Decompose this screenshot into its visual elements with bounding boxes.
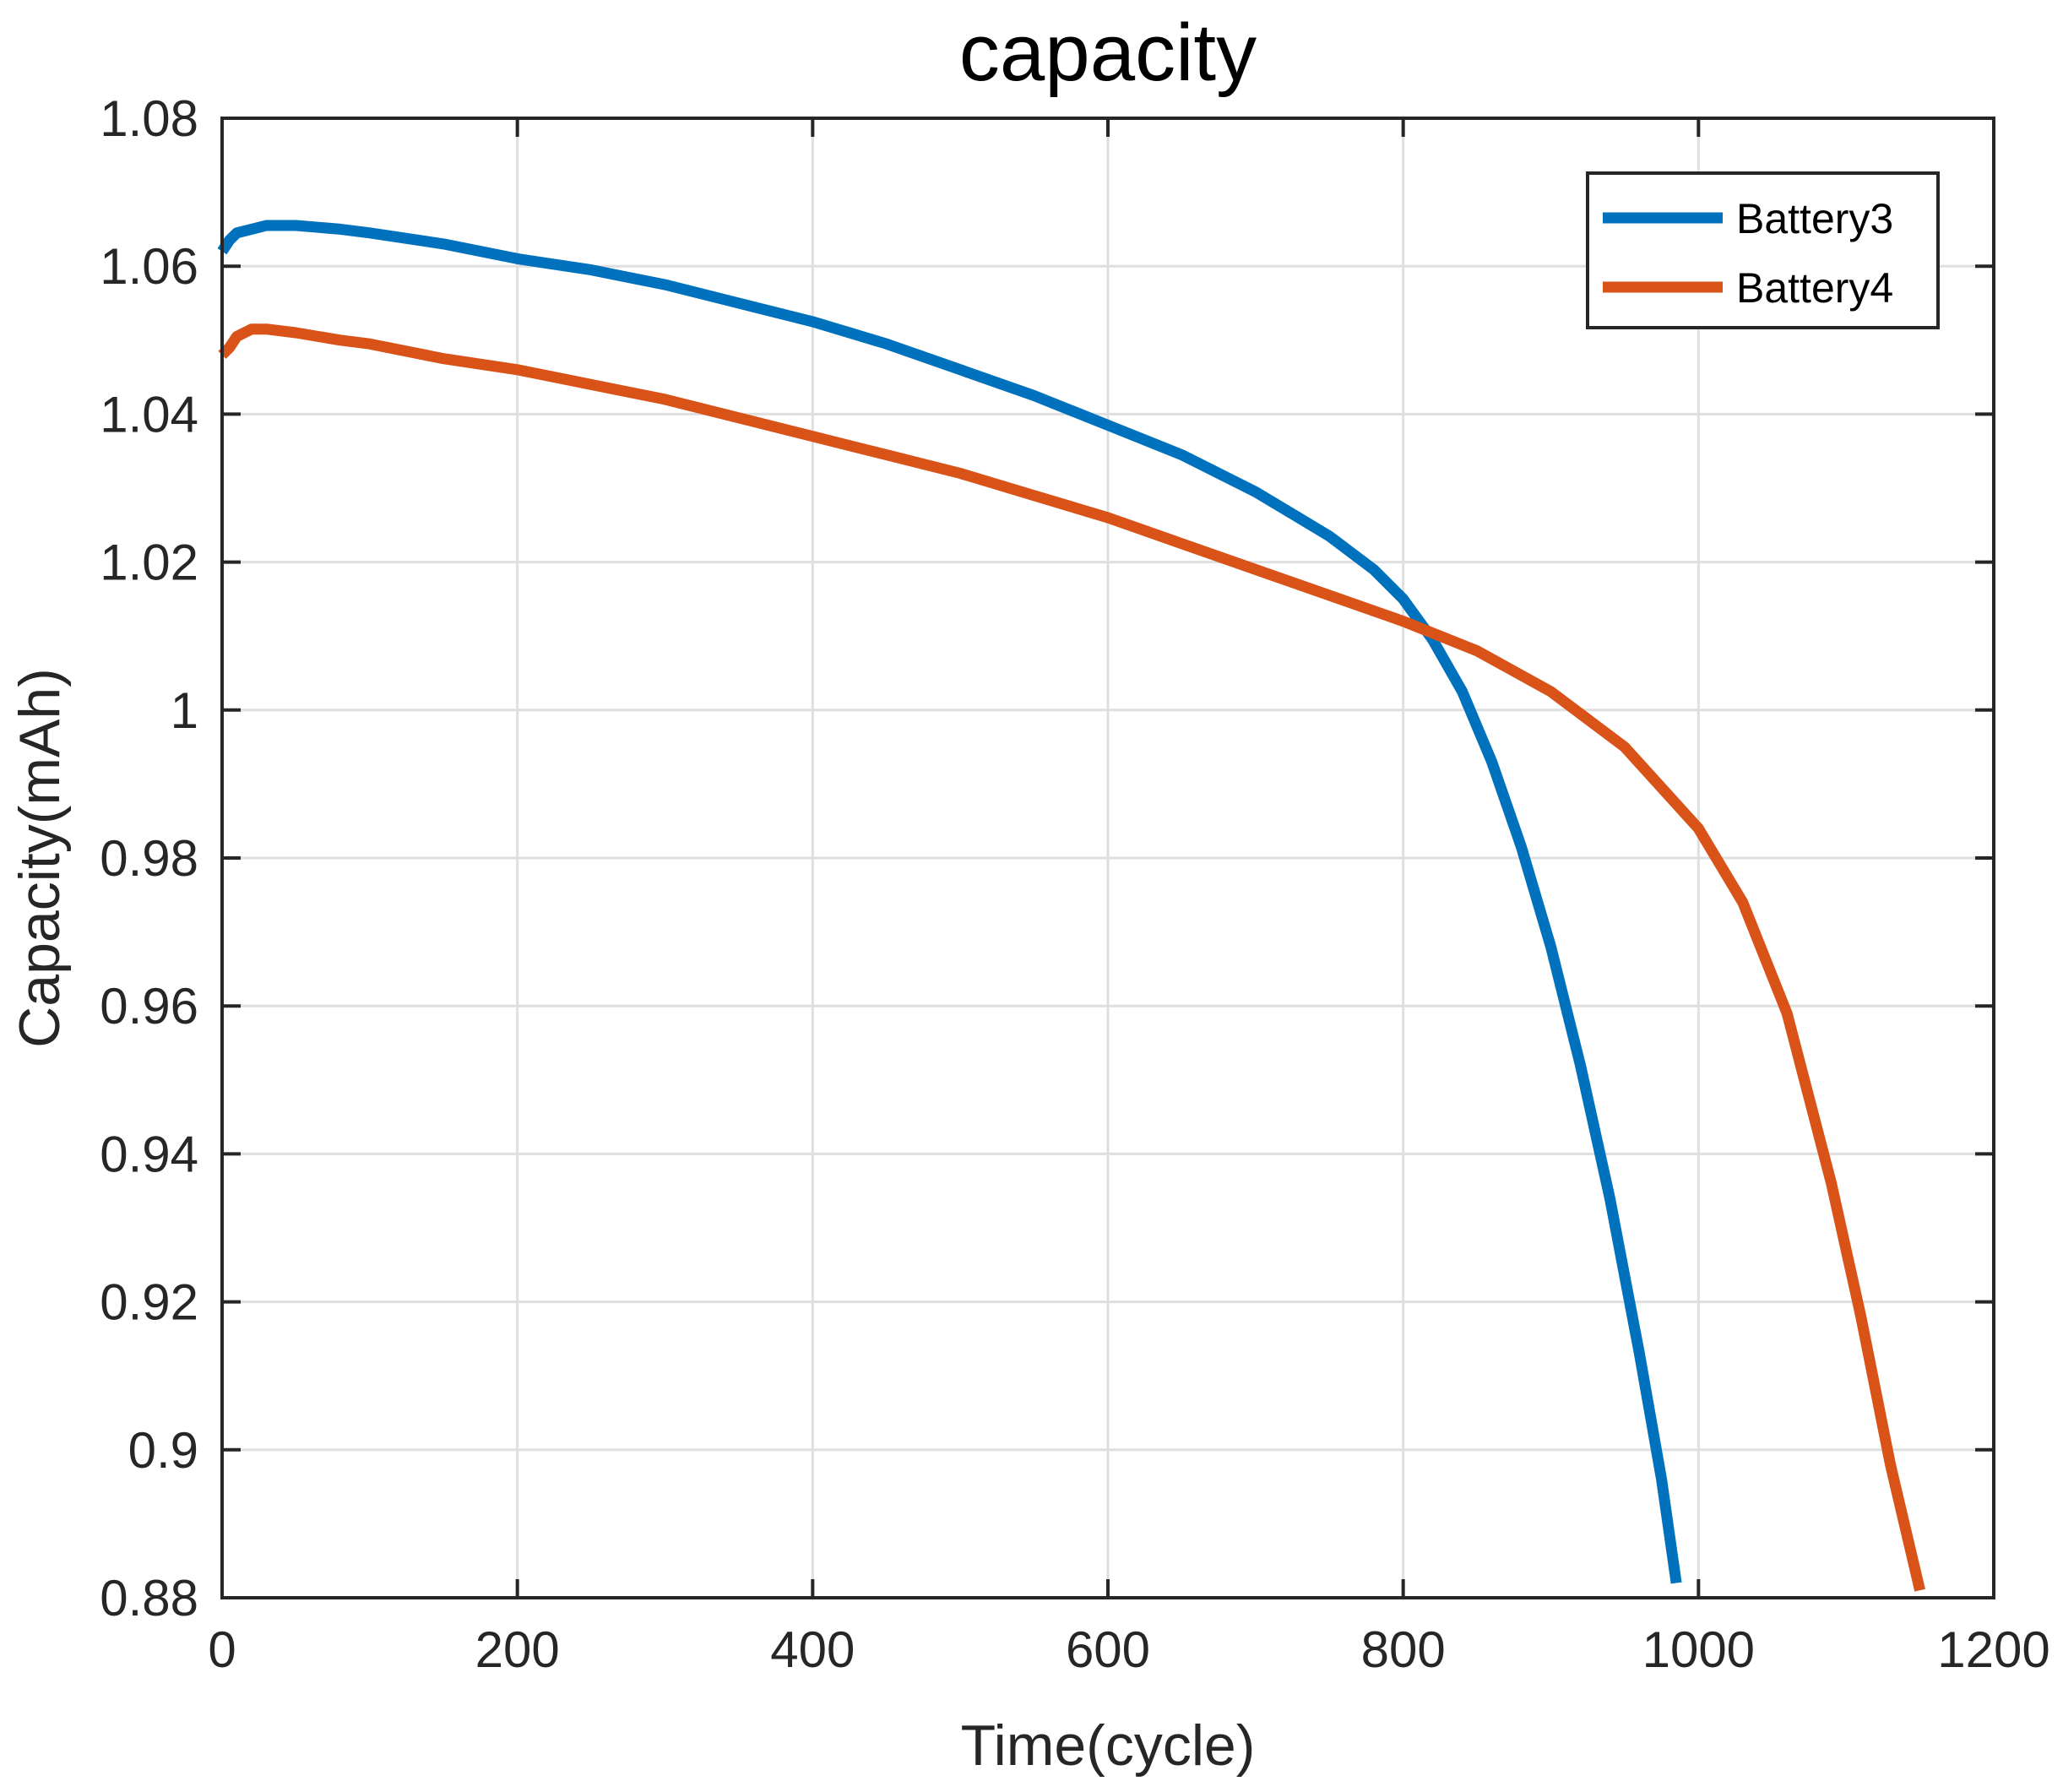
y-tick-labels: 0.88 0.9 0.92 0.94 0.96 0.98 1 1.02 1.04 1.06 1.08 bbox=[100, 90, 198, 1626]
y-tick-label: 1 bbox=[171, 682, 198, 739]
legend: Battery3 Battery4 bbox=[1586, 171, 1940, 329]
y-tick-label: 0.96 bbox=[100, 978, 198, 1034]
series-line-battery4 bbox=[218, 323, 1925, 1592]
x-tick-label: 1000 bbox=[1642, 1621, 1755, 1678]
series-lines bbox=[217, 220, 1925, 1592]
legend-label-battery3: Battery3 bbox=[1736, 195, 1893, 242]
x-tick-labels: 0 200 400 600 800 1000 1200 bbox=[208, 1621, 2049, 1678]
x-tick-label: 0 bbox=[208, 1621, 236, 1678]
x-tick-label: 400 bbox=[770, 1621, 855, 1678]
x-axis-label: Time(cycle) bbox=[961, 1713, 1256, 1778]
x-tick-label: 600 bbox=[1066, 1621, 1150, 1678]
y-tick-label: 1.04 bbox=[100, 386, 198, 443]
axis-ticks bbox=[220, 117, 1995, 1599]
y-tick-label: 1.08 bbox=[100, 90, 198, 147]
y-tick-label: 1.02 bbox=[100, 535, 198, 591]
y-tick-label: 1.06 bbox=[100, 238, 198, 295]
grid bbox=[220, 117, 1995, 1599]
y-tick-label: 0.92 bbox=[100, 1274, 198, 1331]
series-line-battery3 bbox=[217, 220, 1682, 1584]
y-tick-label: 0.9 bbox=[128, 1422, 198, 1479]
x-tick-label: 1200 bbox=[1937, 1621, 2049, 1678]
chart-title: capacity bbox=[959, 8, 1257, 98]
legend-box bbox=[1586, 171, 1940, 329]
y-tick-label: 0.88 bbox=[100, 1570, 198, 1626]
y-tick-label: 0.98 bbox=[100, 830, 198, 887]
y-tick-label: 0.94 bbox=[100, 1126, 198, 1182]
x-tick-label: 200 bbox=[475, 1621, 560, 1678]
legend-label-battery4: Battery4 bbox=[1736, 264, 1893, 312]
y-axis-label: Capacity(mAh) bbox=[8, 668, 72, 1048]
x-tick-label: 800 bbox=[1361, 1621, 1446, 1678]
